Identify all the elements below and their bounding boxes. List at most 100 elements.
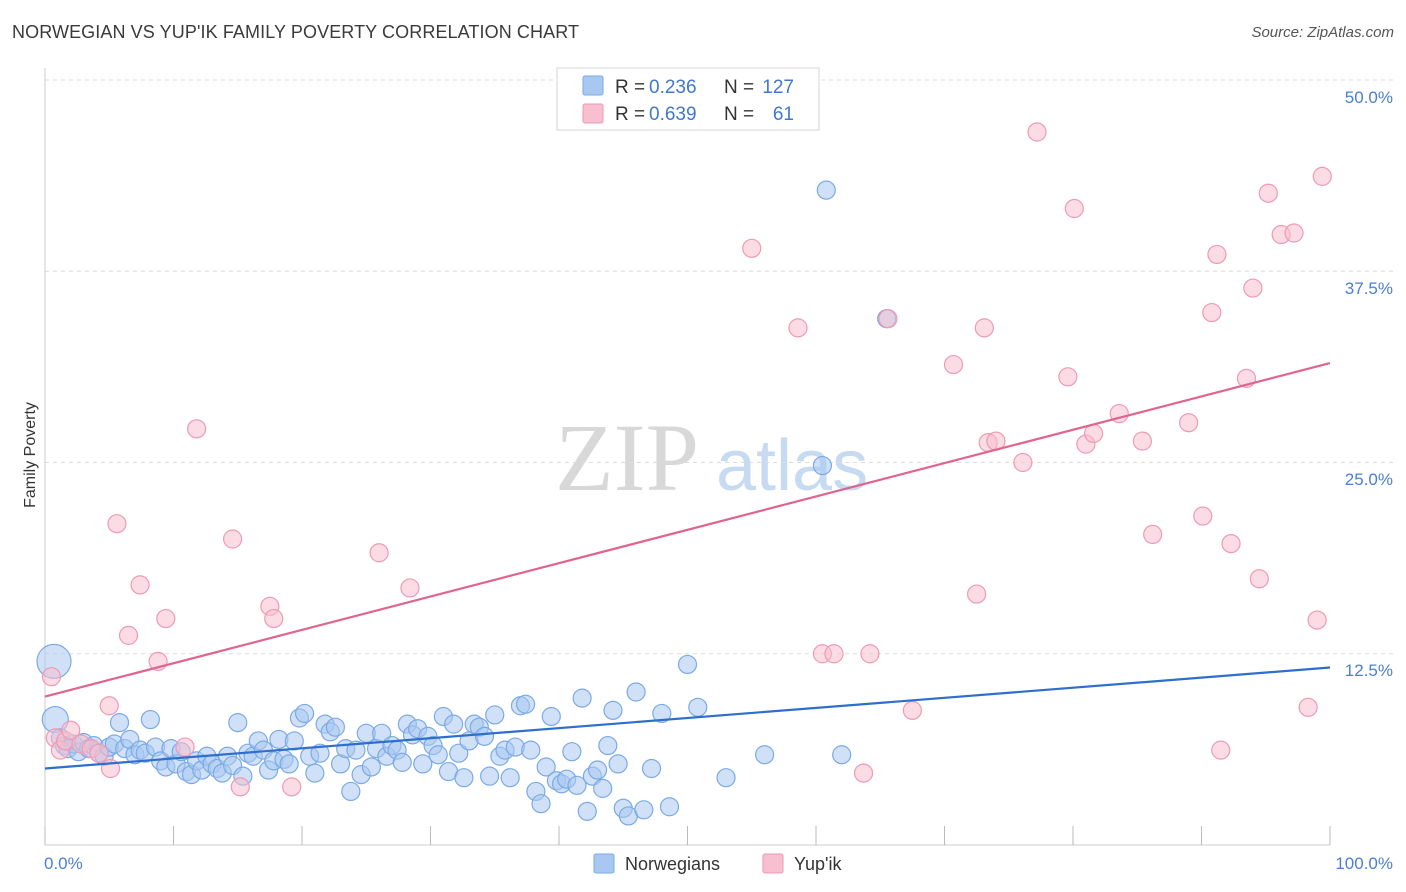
norwegians-points [36, 180, 897, 826]
yupik-point [974, 318, 994, 338]
yupik-point [107, 514, 127, 534]
norwegians-point [474, 726, 495, 746]
norwegians-point [608, 754, 628, 774]
yupik-point [1064, 198, 1084, 219]
yupik-point [99, 696, 119, 716]
yupik-point [1249, 569, 1269, 589]
legend-n-value: 61 [773, 104, 794, 125]
legend-n-value: 127 [762, 77, 794, 98]
y-tick-label: 12.5% [1345, 661, 1393, 680]
norwegians-trend-line [44, 666, 1331, 770]
yupik-point [788, 318, 808, 338]
yupik-point [61, 720, 81, 740]
norwegians-point [521, 740, 541, 760]
norwegians-point [310, 743, 330, 763]
yupik-point [1193, 506, 1213, 526]
norwegians-point [832, 745, 852, 765]
yupik-point [282, 777, 302, 797]
norwegians-point [598, 735, 618, 756]
yupik-point [400, 578, 420, 598]
norwegians-point [634, 800, 654, 820]
legend-r-value: 0.639 [649, 104, 697, 125]
norwegians-point [346, 740, 366, 760]
norwegians-point [572, 688, 592, 708]
norwegians-point [677, 654, 698, 675]
norwegians-point [284, 731, 304, 751]
norwegians-point [279, 754, 299, 774]
legend-n-label: N = [724, 104, 754, 125]
norwegians-point [812, 455, 833, 476]
norwegians-point [140, 709, 160, 730]
watermark-atlas: atlas [716, 426, 868, 506]
norwegians-point [500, 768, 520, 788]
x-tick-label: 100.0% [1335, 854, 1393, 873]
legend-swatch-norwegians [593, 853, 615, 874]
legend-swatch-yupik [762, 853, 784, 874]
norwegians-point [449, 743, 469, 763]
yupik-point [967, 584, 987, 604]
norwegians-point [652, 703, 672, 724]
yupik-point [1211, 740, 1231, 760]
chart-title: NORWEGIAN VS YUP'IK FAMILY POVERTY CORRE… [12, 22, 580, 42]
yupik-point [130, 575, 150, 595]
yupik-point [902, 700, 922, 720]
yupik-point [1207, 244, 1227, 265]
y-tick-label: 37.5% [1345, 279, 1393, 298]
yupik-point [1179, 413, 1199, 433]
norwegians-point [688, 697, 708, 717]
norwegians-point [567, 775, 587, 795]
watermark-zip: ZIP [555, 404, 699, 511]
yupik-point [187, 419, 207, 439]
source-credit: Source: ZipAtlas.com [1251, 24, 1394, 41]
yupik-point [860, 644, 880, 664]
yupik-point [1298, 697, 1318, 717]
norwegians-point [716, 768, 736, 788]
yupik-point [1202, 302, 1222, 323]
legend-n-label: N = [724, 77, 754, 98]
series-legend: Norwegians Yup'ik [593, 853, 842, 874]
yupik-point [156, 608, 176, 629]
norwegians-point [228, 712, 248, 733]
yupik-point [1307, 610, 1327, 630]
norwegians-point [541, 706, 561, 727]
norwegians-point [536, 757, 556, 777]
yupik-point [1243, 278, 1263, 298]
gridlines [45, 79, 1393, 655]
norwegians-point [505, 737, 525, 757]
y-tick-label: 50.0% [1345, 88, 1393, 107]
norwegians-point [577, 801, 597, 821]
yupik-point [223, 529, 243, 549]
trend-lines [44, 361, 1331, 770]
legend-swatch-norwegians [582, 75, 604, 96]
yupik-point [1132, 431, 1152, 451]
norwegians-point [531, 794, 551, 814]
norwegians-point [754, 745, 775, 765]
yupik-point [943, 354, 964, 375]
yupik-point [742, 238, 762, 258]
yupik-point [41, 667, 62, 687]
yupik-point [1221, 533, 1241, 554]
norwegians-point [593, 778, 613, 798]
norwegians-point [480, 766, 500, 786]
norwegians-point [109, 712, 130, 733]
norwegians-point [515, 694, 536, 714]
norwegians-point [413, 754, 433, 774]
yupik-points [41, 122, 1332, 797]
norwegians-point [305, 763, 325, 783]
norwegians-point [444, 714, 464, 734]
legend-r-value: 0.236 [649, 77, 697, 98]
norwegians-point [325, 717, 346, 737]
legend-r-label: R = [615, 77, 645, 98]
yupik-point [175, 737, 195, 757]
norwegians-point [454, 768, 474, 788]
norwegians-point [816, 180, 836, 200]
norwegians-point [626, 682, 646, 702]
norwegians-point [392, 752, 412, 772]
yupik-point [1312, 166, 1332, 186]
yupik-point [369, 543, 389, 563]
yupik-point [853, 763, 874, 783]
legend-series-norwegians: Norwegians [625, 854, 720, 874]
yupik-point [1027, 122, 1047, 142]
norwegians-point [603, 700, 623, 720]
